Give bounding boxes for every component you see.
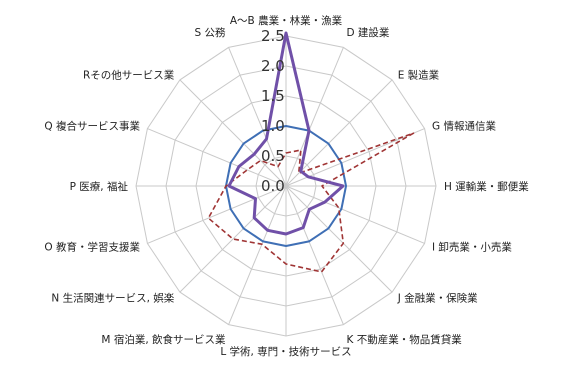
category-label-9: M 宿泊業, 飲食サービス業 [101, 333, 226, 346]
tick-label-5: 2.5 [261, 27, 285, 45]
category-label-layer: A～B 農業・林業・漁業 D 建設業 E 製造業 G 情報通信業 H 運輸業・郵便業 I … [44, 14, 529, 358]
category-label-10: N 生活関連サービス, 娯楽 [51, 292, 174, 305]
category-label-0: A～B 農業・林業・漁業 [230, 14, 343, 27]
category-label-1: D 建設業 [347, 26, 390, 39]
series-layer [207, 31, 415, 273]
tick-label-2: 1.0 [261, 117, 285, 135]
category-label-6: J 金融業・保険業 [397, 292, 478, 305]
category-label-8: L 学術, 専門・技術サービス [220, 345, 351, 358]
category-label-7: K 不動産業・物品賃貸業 [347, 333, 463, 346]
tick-label-1: 0.5 [261, 147, 285, 165]
series-line-2 [227, 31, 345, 236]
series-line-0 [225, 125, 347, 247]
category-label-3: G 情報通信業 [432, 120, 496, 133]
tick-label-3: 1.5 [261, 87, 285, 105]
category-label-13: Q 複合サービス事業 [44, 120, 140, 133]
axis-spoke-14 [179, 79, 287, 187]
axis-spoke-11 [147, 185, 287, 244]
category-label-2: E 製造業 [398, 68, 440, 81]
category-label-15: S 公務 [194, 26, 226, 39]
tick-layer: 0.0 0.5 1.0 1.5 2.0 2.5 [261, 27, 285, 195]
axis-spoke-2 [285, 79, 393, 187]
grid-layer [135, 35, 437, 337]
axis-spoke-15 [228, 47, 287, 187]
category-label-11: O 教育・学習支援業 [44, 241, 140, 254]
category-label-5: I 卸売業・小売業 [432, 241, 512, 254]
axis-spoke-5 [285, 185, 425, 244]
axis-spoke-13 [147, 128, 287, 187]
axis-spoke-7 [285, 185, 344, 325]
category-label-14: Rその他サービス業 [83, 68, 175, 81]
axis-spoke-6 [285, 185, 393, 293]
category-label-4: H 運輸業・郵便業 [444, 180, 529, 193]
axis-spoke-10 [179, 185, 287, 293]
axis-spoke-1 [285, 47, 344, 187]
tick-label-4: 2.0 [261, 57, 285, 75]
category-label-12: P 医療, 福祉 [70, 180, 129, 193]
tick-label-0: 0.0 [261, 177, 285, 195]
axis-spoke-9 [228, 185, 287, 325]
series-line-1 [207, 132, 415, 273]
